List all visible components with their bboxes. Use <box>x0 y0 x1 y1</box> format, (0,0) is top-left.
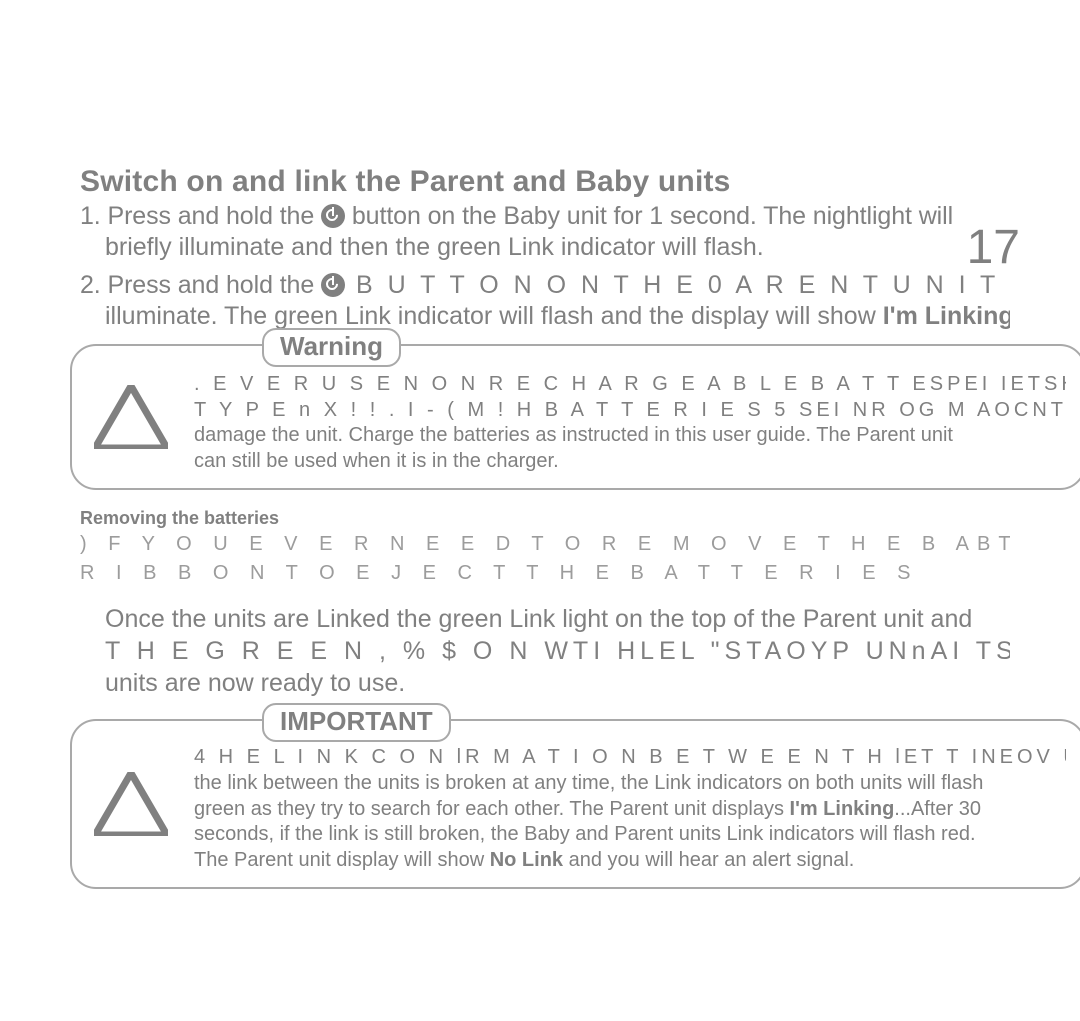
important-row4: seconds, if the link is still broken, th… <box>194 822 1066 848</box>
imp-r5b: No Link <box>490 849 563 871</box>
important-row3: green as they try to search for each oth… <box>194 797 1066 823</box>
step-1-line-1: 1. Press and hold the button on the Baby… <box>80 201 1010 232</box>
warning-callout: Warning . E V E R U S E N O N R E C H A … <box>70 344 1080 490</box>
warning-row4: can still be used when it is in the char… <box>194 449 1066 475</box>
warning-label: Warning <box>262 328 401 367</box>
step-2-line-1: 2. Press and hold the B U T T O N O N T … <box>80 270 1010 301</box>
page-number: 17 <box>967 220 1020 275</box>
removing-row1: ) F Y O U E V E R N E E D T O R E M O V … <box>80 531 1010 558</box>
step-2-line-2: illuminate. The green Link indicator wil… <box>105 301 1010 332</box>
removing-row2: R I B B O N T O E J E C T T H E B A T T … <box>80 560 1010 587</box>
important-row1: 4 H E L I N K C O N lR M A T I O N B E T… <box>194 745 1066 771</box>
power-icon <box>321 204 345 228</box>
warning-row2: T Y P E n X ! ! . I - ( M ! H B A T T E … <box>194 398 1066 424</box>
power-icon <box>321 273 345 297</box>
removing-title: Removing the batteries <box>80 508 1010 529</box>
linked-row2: T H E G R E E N , % $ O N WTI HLEL "STAO… <box>105 635 1010 667</box>
imp-r5c: and you will hear an alert signal. <box>563 849 854 871</box>
warning-triangle-icon <box>94 385 168 449</box>
linked-row3: units are now ready to use. <box>105 667 1010 699</box>
warning-body: . E V E R U S E N O N R E C H A R G E A … <box>194 372 1066 474</box>
imp-r3c: ...After 30 <box>894 798 981 820</box>
step2-l2a: illuminate. The green Link indicator wil… <box>105 302 883 330</box>
step2-pre: 2. Press and hold the <box>80 271 321 299</box>
important-label: IMPORTANT <box>262 703 451 742</box>
imp-r3a: green as they try to search for each oth… <box>194 798 790 820</box>
important-row5: The Parent unit display will show No Lin… <box>194 848 1066 874</box>
step2-l2b: I'm Linking <box>883 302 1010 330</box>
warning-row1: . E V E R U S E N O N R E C H A R G E A … <box>194 372 1066 398</box>
imp-r3b: I'm Linking <box>790 798 895 820</box>
step1-post: button on the Baby unit for 1 second. Th… <box>345 202 953 230</box>
important-triangle-icon <box>94 772 168 836</box>
step1-pre: 1. Press and hold the <box>80 202 321 230</box>
warning-row3: damage the unit. Charge the batteries as… <box>194 423 1066 449</box>
linked-paragraph: Once the units are Linked the green Link… <box>105 603 1010 699</box>
important-callout: IMPORTANT 4 H E L I N K C O N lR M A T I… <box>70 719 1080 889</box>
step-1-line-2: brieﬂy illuminate and then the green Lin… <box>105 232 1010 263</box>
imp-r5a: The Parent unit display will show <box>194 849 490 871</box>
section-title: Switch on and link the Parent and Baby u… <box>80 165 1010 199</box>
important-body: 4 H E L I N K C O N lR M A T I O N B E T… <box>194 745 1066 873</box>
manual-page: 17 Switch on and link the Parent and Bab… <box>0 165 1080 889</box>
step2-spread: B U T T O N O N T H E 0 A R E N T U N I … <box>345 271 1010 299</box>
important-row2: the link between the units is broken at … <box>194 771 1066 797</box>
linked-row1: Once the units are Linked the green Link… <box>105 603 1010 635</box>
